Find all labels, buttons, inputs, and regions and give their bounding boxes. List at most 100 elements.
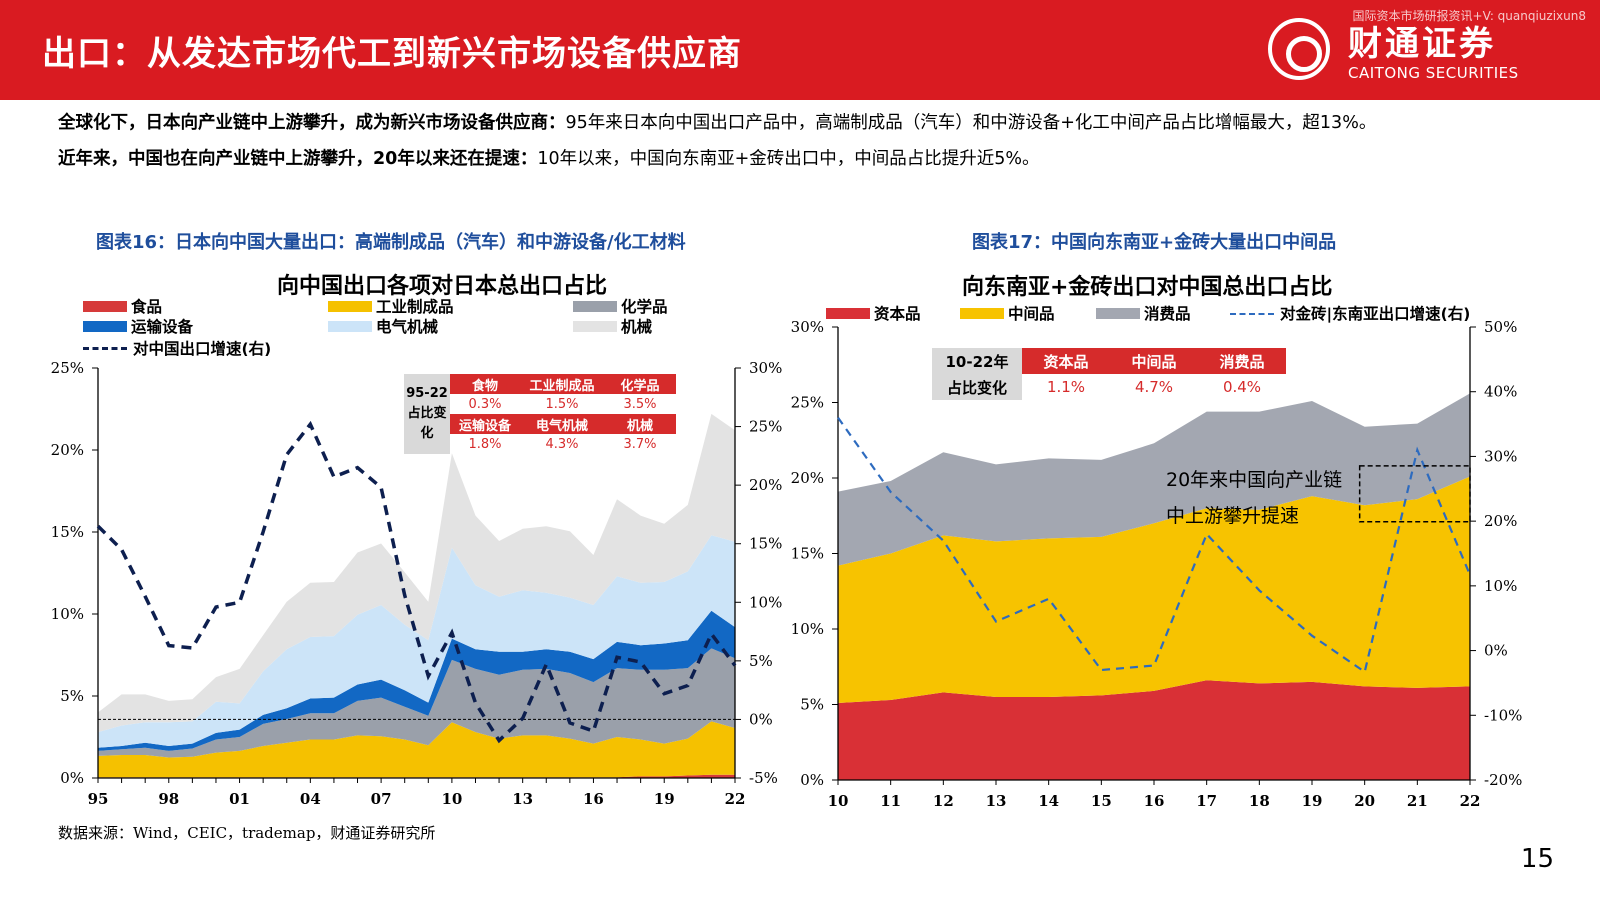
table-value: 3.5% [623, 396, 657, 412]
area-series-0 [838, 680, 1470, 780]
chart-17-title: 向东南亚+金砖出口对中国总出口占比 [962, 275, 1333, 300]
x-tick-label: 16 [1144, 792, 1165, 810]
table-value: 4.7% [1134, 378, 1174, 396]
table-header-cell: 10-22年 [932, 348, 1022, 374]
table-col-label: 食物 [450, 374, 520, 394]
intro-line-1-text: 95年来日本向中国出口产品中，高端制成品（汽车）和中游设备+化工中间产品占比增幅… [565, 113, 1377, 133]
y-right-tick-label: 5% [749, 652, 773, 670]
intro-line-2-bold: 近年来，中国也在向产业链中上游攀升，20年以来还在提速： [58, 149, 538, 169]
y-left-tick-label: 5% [60, 687, 84, 705]
legend-transport: 运输设备 [83, 318, 193, 336]
y-left-tick-label: 30% [791, 318, 824, 336]
chart-16-title: 向中国出口各项对日本总出口占比 [277, 274, 608, 299]
y-right-tick-label: -10% [1484, 706, 1522, 724]
growth-line [96, 420, 737, 744]
y-right-tick-label: 30% [749, 359, 782, 377]
area-series-2 [98, 648, 735, 758]
legend-swatch [573, 321, 617, 332]
legend-growth-line-2: 对金砖|东南亚出口增速(右) [1230, 305, 1470, 323]
legend-manufactured: 工业制成品 [328, 298, 454, 316]
legend-swatch [328, 321, 372, 332]
x-tick-label: 07 [371, 790, 392, 808]
legend-food: 食品 [83, 298, 162, 316]
area-series-1 [98, 721, 735, 778]
legend-consumer-goods: 消费品 [1096, 305, 1191, 323]
logo-english-name: CAITONG SECURITIES [1348, 64, 1519, 82]
y-right-tick-label: -5% [749, 769, 778, 787]
legend-swatch [960, 308, 1004, 319]
x-tick-label: 17 [1196, 792, 1217, 810]
legend-intermediate-goods: 中间品 [960, 305, 1055, 323]
y-right-tick-label: 25% [749, 418, 782, 436]
area-series-5 [98, 413, 735, 733]
table-col-label: 资本品 [1022, 348, 1110, 374]
intro-line-1-bold: 全球化下，日本向产业链中上游攀升，成为新兴市场设备供应商： [58, 113, 566, 133]
area-series-1 [838, 476, 1470, 703]
legend-swatch [83, 301, 127, 312]
table-value: 4.3% [545, 436, 579, 452]
y-right-tick-label: 10% [749, 593, 782, 611]
y-left-tick-label: 20% [51, 441, 84, 459]
highlight-box [1358, 465, 1471, 523]
y-left-tick-label: 10% [51, 605, 84, 623]
x-tick-label: 13 [986, 792, 1007, 810]
y-right-tick-label: -20% [1484, 771, 1522, 789]
table-col-label: 运输设备 [450, 414, 520, 434]
header-bar: 出口：从发达市场代工到新兴市场设备供应商 国际资本市场研报资讯+V: quanq… [0, 0, 1600, 100]
x-tick-label: 19 [654, 790, 675, 808]
logo-emblem-icon [1268, 18, 1330, 80]
table-value: 1.5% [545, 396, 579, 412]
x-tick-label: 14 [1038, 792, 1059, 810]
legend-growth-line: 对中国出口增速(右) [83, 340, 271, 358]
legend-swatch [328, 301, 372, 312]
x-tick-label: 98 [158, 790, 179, 808]
x-tick-label: 10 [441, 790, 462, 808]
y-left-tick-label: 5% [800, 696, 824, 714]
table-col-label: 中间品 [1110, 348, 1198, 374]
x-tick-label: 10 [828, 792, 849, 810]
page-title: 出口：从发达市场代工到新兴市场设备供应商 [42, 34, 742, 74]
y-right-tick-label: 0% [749, 710, 773, 728]
x-tick-label: 18 [1249, 792, 1270, 810]
x-tick-label: 04 [300, 790, 321, 808]
x-tick-label: 01 [229, 790, 250, 808]
table-header-cell: 95-22 占比变化 [404, 374, 450, 454]
table-col-label: 机械 [604, 414, 676, 434]
legend-machinery: 机械 [573, 318, 652, 336]
intro-line-1: 全球化下，日本向产业链中上游攀升，成为新兴市场设备供应商：95年来日本向中国出口… [58, 110, 1376, 136]
y-right-tick-label: 15% [749, 535, 782, 553]
page-number: 15 [1520, 844, 1554, 874]
x-tick-label: 20 [1354, 792, 1375, 810]
y-left-tick-label: 15% [51, 523, 84, 541]
source-note: 数据来源：Wind，CEIC，trademap，财通证券研究所 [58, 824, 436, 842]
y-left-tick-label: 20% [791, 469, 824, 487]
y-left-tick-label: 10% [791, 620, 824, 638]
table-col-label: 消费品 [1198, 348, 1286, 374]
legend-swatch [1096, 308, 1140, 319]
x-tick-label: 15 [1091, 792, 1112, 810]
y-right-tick-label: 0% [1484, 642, 1508, 660]
chart-16-change-table: 95-22 占比变化 食物 工业制成品 化学品 0.3% 1.5% 3.5% 运输… [404, 374, 676, 454]
y-right-tick-label: 20% [1484, 512, 1517, 530]
table-value: 1.1% [1046, 378, 1086, 396]
annotation-line-1: 20年来中国向产业链 [1166, 469, 1343, 491]
chart-17-annotation: 20年来中国向产业链 中上游攀升提速 [1166, 462, 1342, 534]
area-series-2 [838, 393, 1470, 566]
table-value: 3.7% [623, 436, 657, 452]
legend-capital-goods: 资本品 [826, 305, 921, 323]
annotation-line-2: 中上游攀升提速 [1166, 505, 1300, 527]
y-right-tick-label: 20% [749, 476, 782, 494]
watermark-text: 国际资本市场研报资讯+V: quanqiuzixun8 [1352, 9, 1586, 23]
figure-16-title: 图表16：日本向中国大量出口：高端制成品（汽车）和中游设备/化工材料 [96, 232, 686, 253]
y-right-tick-label: 30% [1484, 447, 1517, 465]
y-left-tick-label: 25% [51, 359, 84, 377]
legend-swatch [83, 321, 127, 332]
x-tick-label: 95 [88, 790, 109, 808]
table-row-label: 占比变化 [932, 374, 1022, 400]
legend-dash [1230, 312, 1274, 315]
y-right-tick-label: 10% [1484, 577, 1517, 595]
x-tick-label: 21 [1407, 792, 1428, 810]
y-left-tick-label: 25% [791, 394, 824, 412]
y-right-tick-label: 50% [1484, 318, 1517, 336]
